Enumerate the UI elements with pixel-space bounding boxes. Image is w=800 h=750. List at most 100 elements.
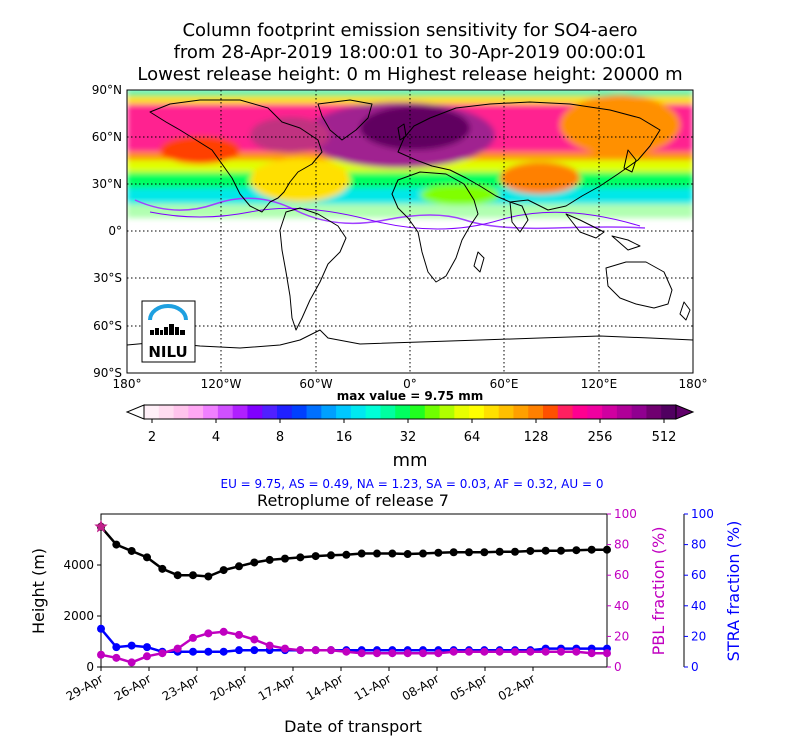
y-tick-label: 4000 bbox=[63, 558, 94, 572]
height-data-point bbox=[112, 540, 121, 549]
pbl-fraction-data-point bbox=[112, 653, 121, 662]
height-data-point bbox=[388, 549, 397, 558]
retroplume-plot: Retroplume of release 7 0 2000 4000 0 20 40 60… bbox=[29, 491, 743, 736]
stra-tick-label: 40 bbox=[691, 599, 706, 613]
colorbar-cell bbox=[469, 405, 485, 419]
colorbar-cell bbox=[602, 405, 618, 419]
coastlines bbox=[126, 99, 694, 349]
x-tick-label: 26-Apr bbox=[112, 671, 154, 703]
colorbar-cell bbox=[616, 405, 633, 419]
lat-label-60s: 60°S bbox=[93, 319, 122, 333]
height-data-point bbox=[311, 552, 320, 561]
colorbar-cell bbox=[528, 405, 544, 419]
stra-fraction-data-point bbox=[97, 624, 105, 633]
pbl-fraction-data-point bbox=[219, 627, 228, 636]
emission-sensitivity-field bbox=[127, 90, 693, 230]
pbl-fraction-series-line bbox=[100, 630, 607, 664]
y-tick-label: 2000 bbox=[63, 609, 94, 623]
colorbar-tick-label: 64 bbox=[464, 430, 481, 445]
pbl-fraction-data-point bbox=[327, 646, 335, 655]
x-tick-label: 23-Apr bbox=[160, 671, 202, 703]
colorbar-ticks: 2 4 8 16 32 64 128 256 512 bbox=[148, 419, 676, 445]
logo-text: NILU bbox=[148, 343, 187, 361]
height-data-point bbox=[434, 548, 443, 557]
pbl-fraction-data-point bbox=[281, 644, 289, 653]
height-data-point bbox=[572, 546, 581, 555]
y-tick-label: 0 bbox=[86, 660, 94, 674]
figure-title-line-1: Column footprint emission sensitivity fo… bbox=[182, 20, 638, 41]
max-value-label: max value = 9.75 mm bbox=[337, 389, 483, 403]
colorbar-tick-label: 32 bbox=[400, 430, 417, 445]
map-frame bbox=[126, 89, 694, 374]
height-data-point bbox=[250, 558, 259, 567]
lat-label-30n: 30°N bbox=[92, 177, 122, 191]
lon-label-120e: 120°E bbox=[581, 377, 618, 391]
pbl-tick-label: 60 bbox=[614, 568, 629, 582]
colorbar-cell bbox=[646, 405, 662, 419]
colorbar-tick-label: 256 bbox=[588, 430, 613, 445]
pbl-fraction-data-point bbox=[158, 649, 167, 658]
colorbar-cell bbox=[557, 405, 574, 419]
lat-tick-labels: 90°N 60°N 30°N 0° 30°S 60°S 90°S bbox=[92, 83, 122, 380]
height-data-point bbox=[265, 555, 274, 564]
colorbar-min-triangle bbox=[125, 404, 145, 420]
stra-tick-label: 0 bbox=[691, 660, 699, 674]
colorbar-tick-label: 128 bbox=[524, 430, 549, 445]
pbl-fraction-data-point bbox=[250, 635, 259, 644]
height-data-point bbox=[143, 553, 151, 562]
plot-series bbox=[94, 519, 611, 667]
colorbar-cell bbox=[483, 405, 500, 419]
x-tick-label: 08-Apr bbox=[400, 671, 442, 703]
colorbar-cell bbox=[321, 405, 337, 419]
figure-title-line-3: Lowest release height: 0 m Highest relea… bbox=[137, 64, 683, 85]
colorbar-cell bbox=[365, 405, 382, 419]
pbl-fraction-data-point bbox=[511, 647, 519, 656]
colorbar-cell bbox=[380, 405, 396, 419]
stra-tick-label: 60 bbox=[691, 568, 706, 582]
colorbar-cell bbox=[572, 405, 588, 419]
pbl-fraction-data-point bbox=[357, 649, 366, 658]
colorbar-cell bbox=[336, 405, 352, 419]
height-data-point bbox=[127, 546, 136, 555]
height-series-line bbox=[100, 525, 607, 578]
colorbar-cell bbox=[661, 405, 677, 419]
colorbar-cell bbox=[291, 405, 308, 419]
pbl-tick-label: 20 bbox=[614, 629, 629, 643]
lat-label-60n: 60°N bbox=[92, 130, 122, 144]
colorbar-max-triangle bbox=[675, 404, 695, 420]
colorbar-cell bbox=[188, 405, 204, 419]
pbl-fraction-data-point bbox=[557, 647, 565, 656]
x-tick-label: 02-Apr bbox=[496, 671, 538, 703]
height-data-point bbox=[419, 549, 427, 558]
height-data-point bbox=[557, 546, 565, 555]
height-data-point bbox=[541, 546, 550, 555]
stra-tick-label: 20 bbox=[691, 629, 706, 643]
colorbar-cell bbox=[631, 405, 648, 419]
pbl-fraction-data-point bbox=[526, 647, 535, 656]
colorbar-cell bbox=[454, 405, 470, 419]
colorbar-cell bbox=[203, 405, 219, 419]
y-axis-label: Height (m) bbox=[29, 548, 48, 634]
x-tick-label: 14-Apr bbox=[304, 671, 346, 703]
height-data-point bbox=[373, 549, 381, 558]
x-axis-label: Date of transport bbox=[284, 717, 422, 736]
colorbar-cell bbox=[350, 405, 367, 419]
stra-fraction-data-point bbox=[112, 643, 121, 652]
pbl-tick-label: 100 bbox=[614, 507, 637, 521]
colorbar-cell bbox=[498, 405, 515, 419]
height-data-point bbox=[403, 550, 412, 559]
stra-tick-label: 100 bbox=[691, 507, 714, 521]
stra-fraction-data-point bbox=[219, 647, 228, 656]
height-data-point bbox=[235, 562, 243, 571]
stra-fraction-data-point bbox=[143, 643, 151, 652]
height-data-point bbox=[189, 571, 197, 580]
lon-label-0: 0° bbox=[403, 377, 417, 391]
height-data-point bbox=[511, 547, 519, 556]
pbl-tick-label: 80 bbox=[614, 538, 629, 552]
colorbar-cell bbox=[410, 405, 426, 419]
height-data-point bbox=[342, 550, 351, 559]
height-data-point bbox=[296, 553, 305, 562]
pbl-fraction-data-point bbox=[204, 629, 213, 638]
lon-label-60e: 60°E bbox=[490, 377, 519, 391]
